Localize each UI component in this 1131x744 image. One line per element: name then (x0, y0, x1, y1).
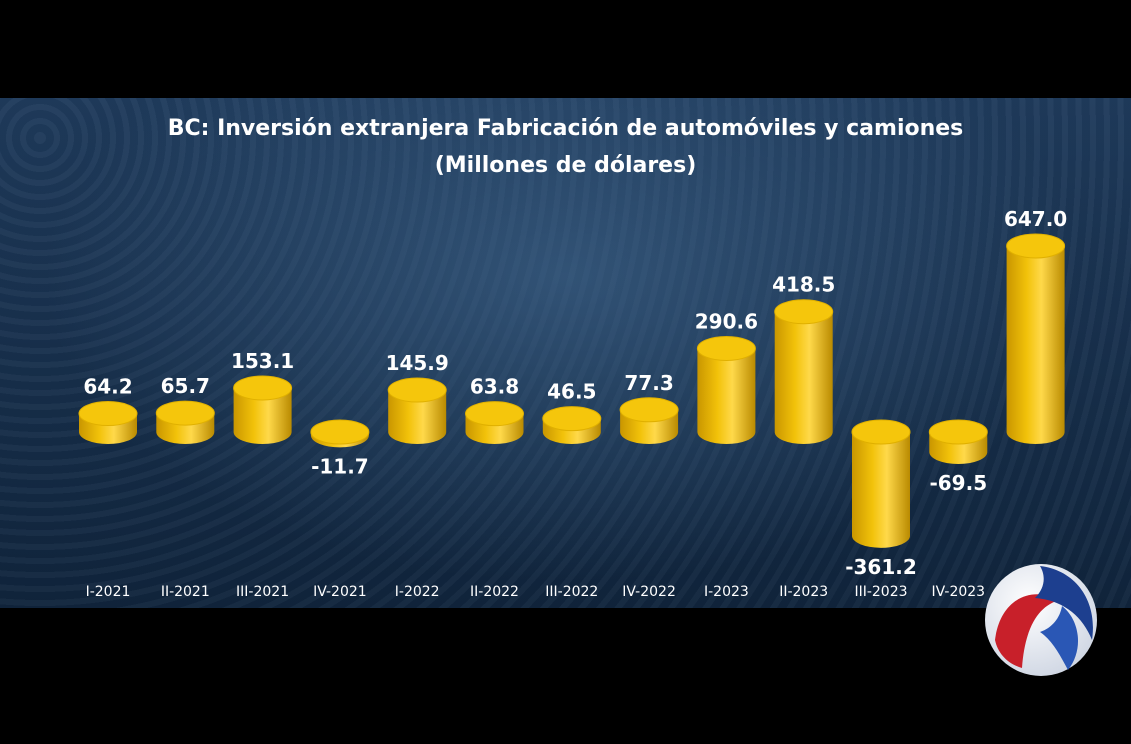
bar-top (233, 375, 293, 401)
bar-top (774, 299, 834, 325)
bar-I-2021 (78, 401, 138, 444)
bar-top (310, 419, 370, 445)
bar-I-2024 (1006, 233, 1066, 444)
bar-II-2021 (155, 400, 215, 444)
bar-top (465, 401, 524, 427)
bar-IV-2022 (619, 397, 679, 444)
category-label: I-2022 (395, 584, 440, 600)
category-label: III-2022 (545, 584, 598, 600)
bar-I-2022 (387, 377, 447, 444)
value-label: 77.3 (624, 371, 673, 395)
bar-top (1006, 233, 1066, 259)
logo-blue-swoosh-2 (1040, 606, 1079, 670)
bar-I-2023 (696, 335, 756, 444)
bar-II-2023 (774, 299, 834, 444)
value-label: 63.8 (470, 375, 519, 399)
logo-blue-swoosh (1035, 566, 1093, 640)
bar-III-2022 (542, 406, 602, 444)
bar-top (851, 419, 911, 445)
bar-body (1006, 246, 1065, 444)
bar-IV-2021 (310, 419, 370, 448)
bar-top (928, 419, 988, 445)
category-label: I-2023 (704, 584, 749, 600)
bar-top (387, 377, 447, 403)
bar-III-2023 (851, 419, 911, 548)
category-label: II-2022 (470, 584, 519, 600)
bar-top (155, 400, 215, 426)
bar-body (233, 387, 292, 444)
bar-II-2022 (465, 401, 524, 444)
category-label: III-2023 (854, 584, 907, 600)
bar-top (78, 401, 138, 427)
category-label: II-2023 (779, 584, 828, 600)
value-label: 46.5 (547, 380, 596, 404)
value-label: -69.5 (929, 471, 987, 495)
value-label: 65.7 (161, 374, 210, 398)
bar-top (619, 397, 679, 423)
bar-body (697, 348, 756, 444)
category-label: IV-2023 (932, 584, 986, 600)
value-label: 647.0 (1004, 207, 1067, 231)
category-label: I-2021 (86, 584, 131, 600)
category-label: IV-2022 (622, 584, 676, 600)
value-label: 145.9 (386, 351, 449, 375)
chart-background (0, 98, 1131, 608)
value-label: 153.1 (231, 349, 294, 373)
value-label: 290.6 (695, 309, 758, 333)
bar-top (696, 335, 756, 361)
chart-title-block: BC: Inversión extranjera Fabricación de … (0, 110, 1131, 184)
bar-IV-2023 (928, 419, 988, 464)
category-label: III-2021 (236, 584, 289, 600)
bar-III-2021 (233, 375, 293, 444)
chart-title: BC: Inversión extranjera Fabricación de … (167, 116, 964, 141)
bar-top (542, 406, 602, 432)
bar-body (774, 311, 833, 444)
logo-red-swoosh (995, 594, 1060, 668)
value-label: 64.2 (83, 375, 132, 399)
category-label: II-2021 (161, 584, 210, 600)
bar-body (852, 432, 910, 548)
chart-subtitle: (Millones de dólares) (434, 153, 697, 178)
category-label: IV-2021 (313, 584, 367, 600)
value-label: 418.5 (772, 273, 835, 297)
bar-body (388, 390, 447, 444)
value-label: -11.7 (311, 454, 369, 478)
value-label: -361.2 (845, 555, 917, 579)
